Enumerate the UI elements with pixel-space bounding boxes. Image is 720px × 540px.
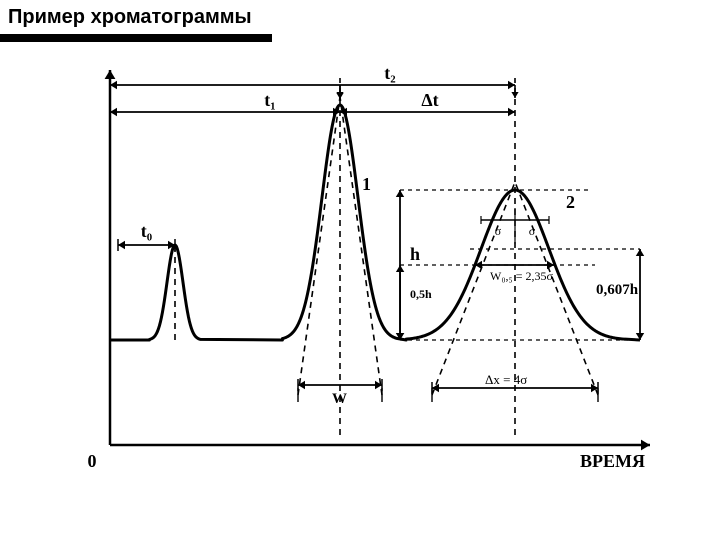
- page-title: Пример хроматограммы: [8, 6, 252, 29]
- svg-text:σ: σ: [529, 224, 536, 238]
- svg-text:h: h: [410, 244, 420, 264]
- svg-text:0: 0: [88, 451, 97, 471]
- svg-text:0,607h: 0,607h: [596, 282, 639, 298]
- svg-text:t₀: t₀: [141, 221, 152, 241]
- svg-text:0,5h: 0,5h: [410, 287, 432, 301]
- chromatogram-diagram: 0 ВРЕМЯ t₂ t₁ Δt t₀ h 0,5h 0,607h σ σ W₀,₅ = 2,35σ W…: [40, 40, 680, 520]
- svg-text:ВРЕМЯ: ВРЕМЯ: [580, 451, 645, 471]
- svg-text:Δx = 4σ: Δx = 4σ: [485, 372, 527, 387]
- svg-text:t₂: t₂: [384, 63, 395, 83]
- svg-text:σ: σ: [495, 224, 502, 238]
- svg-text:t₁: t₁: [264, 90, 275, 110]
- svg-text:W₀,₅ = 2,35σ: W₀,₅ = 2,35σ: [490, 269, 553, 283]
- svg-text:Δt: Δt: [421, 90, 438, 110]
- svg-text:W: W: [332, 391, 347, 407]
- svg-text:1: 1: [362, 174, 371, 194]
- svg-text:2: 2: [566, 192, 575, 212]
